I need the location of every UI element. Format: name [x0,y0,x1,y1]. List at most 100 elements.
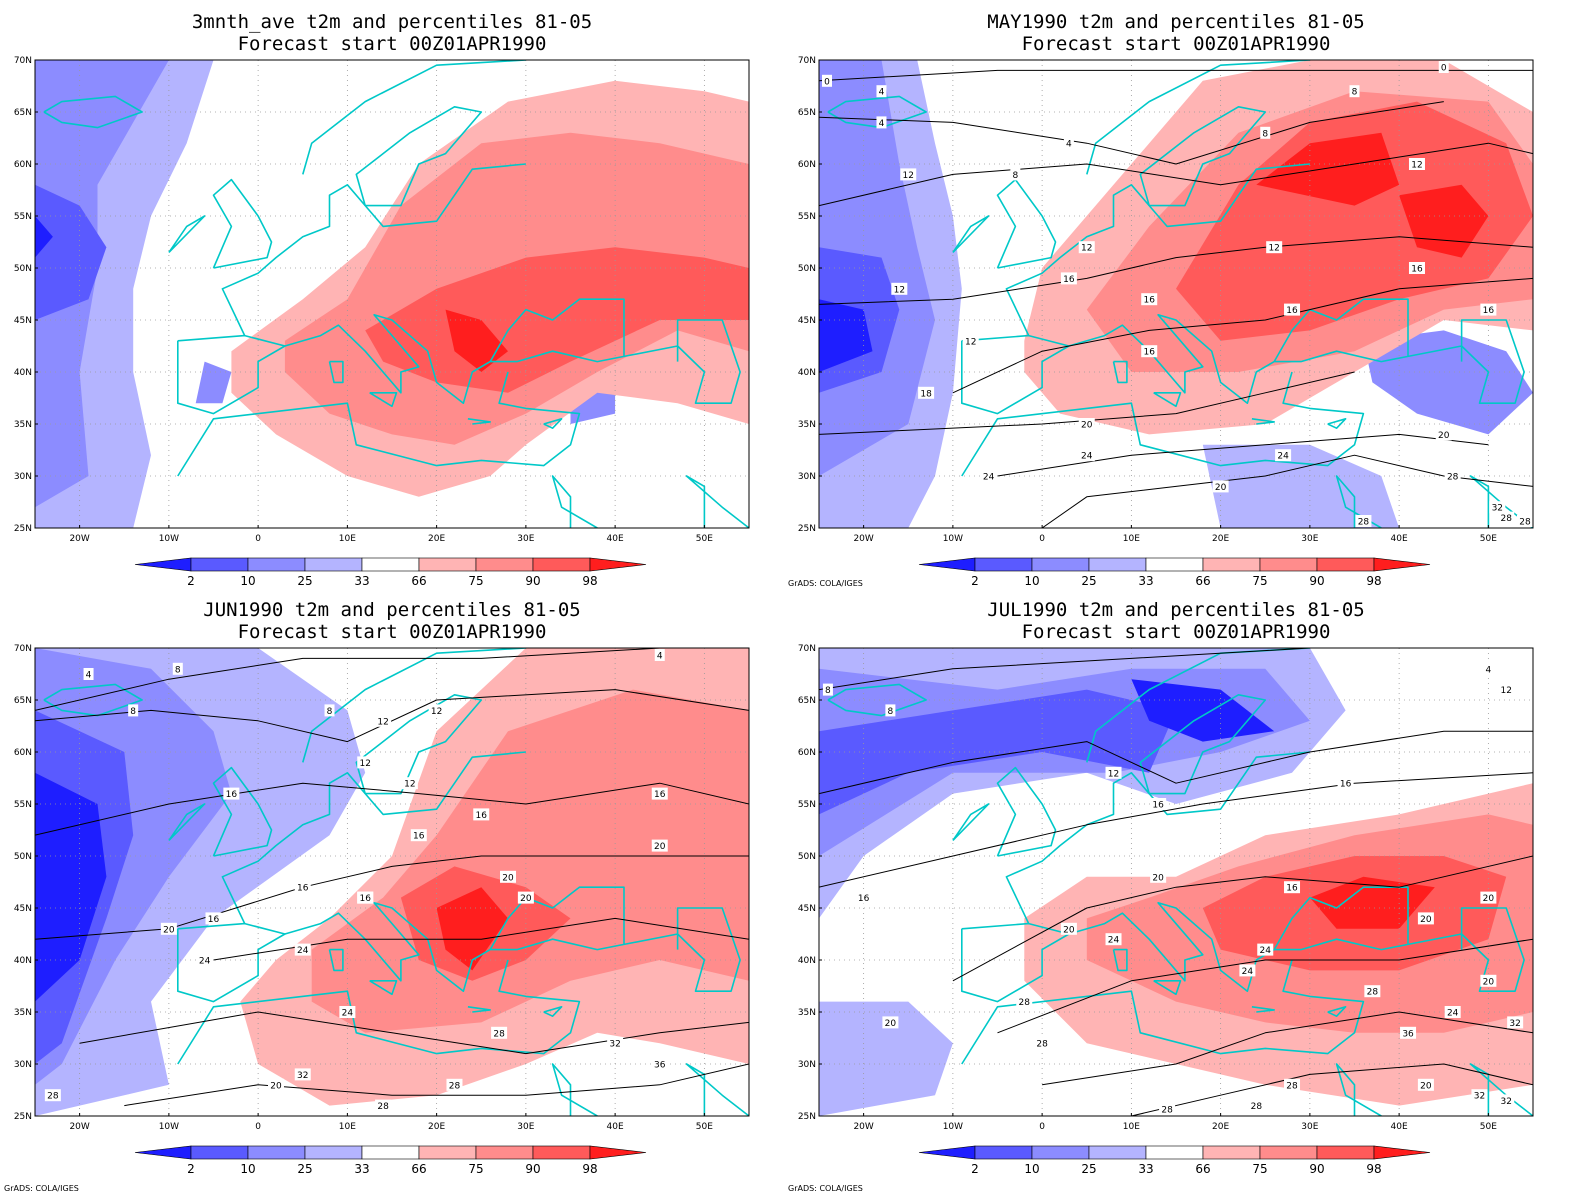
contour-label: 16 [205,912,222,925]
longitude-label: 30E [1301,1122,1318,1132]
contour-label: 16 [1284,303,1301,316]
contour-label: 16 [1337,777,1354,790]
svg-text:28: 28 [1367,988,1379,998]
contour-label: 20 [1480,974,1497,987]
contour-label: 12 [1266,241,1283,254]
contour-label: 32 [1507,1016,1524,1029]
credit-text-bottom-left: GrADS: COLA/IGES [4,1184,79,1193]
svg-text:28: 28 [1358,518,1370,528]
svg-text:8: 8 [1262,129,1268,139]
coastline [685,475,749,528]
coastline [961,371,1365,477]
percentile-region-red-98 [1399,184,1489,258]
temperature-contour [1041,454,1533,528]
colorbar-label: 10 [1024,1162,1039,1176]
colorbar-segment [1316,557,1375,572]
latitude-label: 40N [14,368,32,378]
coastline [1327,417,1347,430]
colorbar-label: 2 [971,574,979,588]
colorbar-segment [974,1145,1033,1160]
svg-text:28: 28 [1500,514,1512,524]
contour-label: 20 [1417,912,1434,925]
coastline [369,391,398,408]
temperature-contour [952,855,1533,982]
colorbar-arrow-low [918,557,976,572]
latitude-label: 50N [798,264,816,274]
svg-text:12: 12 [1500,686,1511,696]
panel-title: 3mnth_ave t2m and percentiles 81-05 [192,11,592,33]
svg-text:8: 8 [1012,171,1018,181]
svg-text:28: 28 [493,1029,505,1039]
latitude-label: 55N [14,800,32,810]
map-frame [34,647,750,1117]
colorbar-label: 90 [525,1162,540,1176]
coastline [1005,751,1310,924]
svg-text:20: 20 [1420,915,1432,925]
percentile-region-blue-33 [1202,444,1400,528]
svg-text:12: 12 [965,337,976,347]
map-panel-3: JUN1990 t2m and percentiles 81-05Forecas… [14,599,750,1176]
latitude-label: 60N [798,160,816,170]
svg-text:16: 16 [1286,306,1298,316]
longitude-label: 20E [428,534,445,544]
svg-text:4: 4 [657,652,663,662]
svg-text:12: 12 [1411,161,1422,171]
contour-label: 12 [375,714,392,727]
svg-text:20: 20 [520,894,532,904]
svg-text:16: 16 [476,811,488,821]
colorbar-segment [1031,1145,1090,1160]
contour-label: 20 [1435,428,1452,441]
contour-label: 24 [196,954,213,967]
svg-text:28: 28 [1286,1081,1298,1091]
svg-text:12: 12 [894,285,905,295]
contour-label: 20 [651,839,668,852]
contour-label: 8 [822,683,833,696]
svg-text:28: 28 [1251,1102,1263,1112]
colorbar-label: 33 [354,574,369,588]
colorbar-segment [190,1145,249,1160]
svg-text:16: 16 [1483,306,1495,316]
colorbar-segment [974,557,1033,572]
colorbar-label: 25 [1081,1162,1096,1176]
longitude-label: 30E [517,1122,534,1132]
svg-text:4: 4 [1066,140,1072,150]
map-panel-2: MAY1990 t2m and percentiles 81-05Forecas… [798,11,1534,588]
coastline [623,319,741,405]
colorbar-segment [190,557,249,572]
contour-label: 8 [885,704,896,717]
colorbar-label: 10 [240,1162,255,1176]
svg-text:16: 16 [1143,348,1155,358]
latitude-label: 35N [798,1008,816,1018]
colorbar-segment [1259,1145,1318,1160]
svg-text:24: 24 [199,957,211,967]
coastline [212,766,273,857]
contour-label: 24 [1239,964,1256,977]
longitude-label: 20E [428,1122,445,1132]
coastline [1086,60,1310,175]
panel-title: JUL1990 t2m and percentiles 81-05 [987,599,1365,621]
svg-text:20: 20 [270,1081,282,1091]
colorbar-segment [475,557,534,572]
colorbar-segment [418,1145,477,1160]
panel-subtitle: Forecast start 00Z01APR1990 [238,621,547,643]
panel-subtitle: Forecast start 00Z01APR1990 [1022,621,1331,643]
contour-label: 16 [651,787,668,800]
colorbar-segment [247,557,306,572]
coastline [212,178,273,269]
colorbar-label: 25 [297,1162,312,1176]
temperature-contour [819,371,1355,435]
coastline [369,979,398,996]
svg-text:20: 20 [1081,421,1093,431]
colorbar-segment [532,557,591,572]
contour-label: 0 [1438,61,1449,74]
contour-label: 12 [357,756,374,769]
coastline [685,1063,749,1116]
svg-text:28: 28 [377,1102,389,1112]
longitude-label: 20E [1212,534,1229,544]
longitude-label: 20E [1212,1122,1229,1132]
colorbar-label: 33 [354,1162,369,1176]
coastline [177,371,581,477]
colorbar-label: 33 [1138,574,1153,588]
contour-label: 28 [1159,1103,1176,1116]
colorbar-label: 98 [1366,1162,1381,1176]
